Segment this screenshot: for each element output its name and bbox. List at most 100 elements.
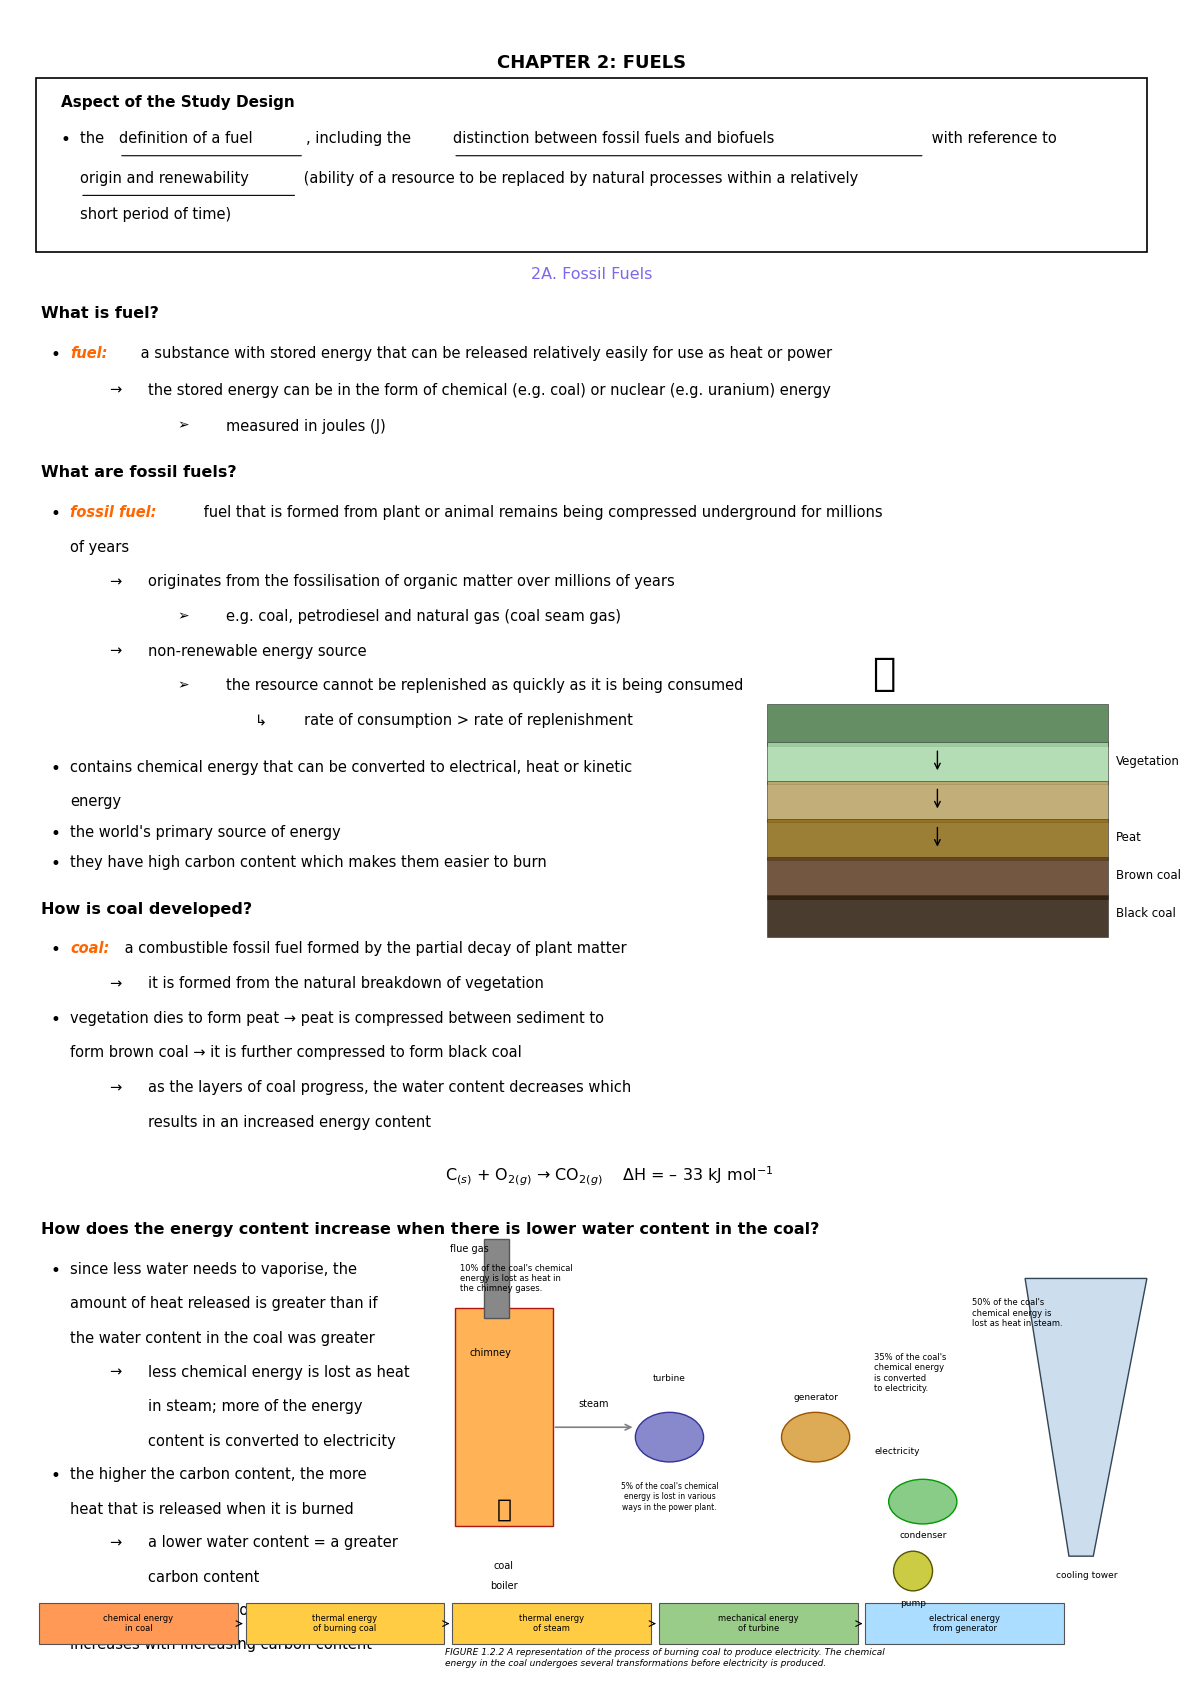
Text: the stored energy can be in the form of chemical (e.g. coal) or nuclear (e.g. ur: the stored energy can be in the form of … <box>149 384 832 397</box>
Text: 🔥: 🔥 <box>497 1497 511 1522</box>
Text: generator: generator <box>793 1393 838 1402</box>
Text: ↳: ↳ <box>256 713 268 728</box>
Text: •: • <box>50 504 61 523</box>
Text: increases with increasing carbon content: increases with increasing carbon content <box>71 1638 372 1653</box>
FancyBboxPatch shape <box>246 1602 444 1644</box>
Text: a combustible fossil fuel formed by the partial decay of plant matter: a combustible fossil fuel formed by the … <box>120 942 626 955</box>
Text: How is coal developed?: How is coal developed? <box>41 901 252 916</box>
Text: fuel:: fuel: <box>71 346 108 361</box>
Text: form brown coal → it is further compressed to form black coal: form brown coal → it is further compress… <box>71 1045 522 1061</box>
Text: •: • <box>50 942 61 959</box>
Text: →: → <box>109 976 121 991</box>
Text: boiler: boiler <box>490 1582 517 1592</box>
Text: less chemical energy is lost as heat: less chemical energy is lost as heat <box>149 1364 410 1380</box>
Text: ➢: ➢ <box>178 419 190 433</box>
Text: chemical energy
in coal: chemical energy in coal <box>103 1614 174 1633</box>
Text: therefore, the energy content of the fuel: therefore, the energy content of the fue… <box>71 1602 367 1617</box>
Text: mechanical energy
of turbine: mechanical energy of turbine <box>718 1614 798 1633</box>
Text: measured in joules (J): measured in joules (J) <box>226 419 386 433</box>
Text: turbine: turbine <box>653 1373 686 1383</box>
Text: carbon content: carbon content <box>149 1570 259 1585</box>
Ellipse shape <box>781 1412 850 1461</box>
Text: coal:: coal: <box>71 942 109 955</box>
Text: 10% of the coal's chemical
energy is lost as heat in
the chimney gases.: 10% of the coal's chemical energy is los… <box>460 1264 572 1293</box>
Text: a substance with stored energy that can be released relatively easily for use as: a substance with stored energy that can … <box>136 346 832 361</box>
Text: Brown coal: Brown coal <box>1116 869 1181 882</box>
Polygon shape <box>1025 1278 1147 1556</box>
Text: definition of a fuel: definition of a fuel <box>119 131 253 146</box>
Text: Vegetation: Vegetation <box>1116 755 1180 767</box>
Text: the water content in the coal was greater: the water content in the coal was greate… <box>71 1330 376 1346</box>
Text: •: • <box>50 346 61 365</box>
Text: 5% of the coal's chemical
energy is lost in various
ways in the power plant.: 5% of the coal's chemical energy is lost… <box>620 1481 719 1512</box>
Text: the higher the carbon content, the more: the higher the carbon content, the more <box>71 1466 367 1481</box>
Text: non-renewable energy source: non-renewable energy source <box>149 643 367 658</box>
Text: cooling tower: cooling tower <box>1056 1571 1117 1580</box>
Text: a lower water content = a greater: a lower water content = a greater <box>149 1536 398 1551</box>
Text: fossil fuel:: fossil fuel: <box>71 504 157 519</box>
Text: flue gas: flue gas <box>450 1244 490 1254</box>
Text: •: • <box>50 855 61 872</box>
Text: electricity: electricity <box>874 1448 919 1456</box>
Text: the world's primary source of energy: the world's primary source of energy <box>71 825 341 840</box>
Text: pump: pump <box>900 1599 926 1607</box>
FancyBboxPatch shape <box>455 1308 552 1526</box>
Text: →: → <box>109 1536 121 1551</box>
FancyBboxPatch shape <box>767 857 1108 899</box>
Text: results in an increased energy content: results in an increased energy content <box>149 1115 431 1130</box>
Text: thermal energy
of burning coal: thermal energy of burning coal <box>312 1614 378 1633</box>
Text: origin and renewability: origin and renewability <box>80 171 248 185</box>
Text: as the layers of coal progress, the water content decreases which: as the layers of coal progress, the wate… <box>149 1079 631 1095</box>
Text: →: → <box>109 1079 121 1095</box>
Text: 35% of the coal's
chemical energy
is converted
to electricity.: 35% of the coal's chemical energy is con… <box>874 1353 947 1393</box>
Text: C$_{(s)}$ + O$_{2(g)}$ → CO$_{2(g)}$    ΔH = – 33 kJ mol$^{-1}$: C$_{(s)}$ + O$_{2(g)}$ → CO$_{2(g)}$ ΔH … <box>445 1164 774 1188</box>
FancyBboxPatch shape <box>36 78 1147 251</box>
Text: →: → <box>109 384 121 397</box>
Text: 50% of the coal's
chemical energy is
lost as heat in steam.: 50% of the coal's chemical energy is los… <box>972 1298 1062 1329</box>
Text: Aspect of the Study Design: Aspect of the Study Design <box>60 95 294 110</box>
Text: condenser: condenser <box>899 1531 947 1541</box>
FancyBboxPatch shape <box>767 704 1108 747</box>
Text: vegetation dies to form peat → peat is compressed between sediment to: vegetation dies to form peat → peat is c… <box>71 1011 605 1025</box>
Text: •: • <box>50 825 61 843</box>
Text: distinction between fossil fuels and biofuels: distinction between fossil fuels and bio… <box>454 131 774 146</box>
Text: What is fuel?: What is fuel? <box>41 307 158 321</box>
Text: •: • <box>50 1261 61 1280</box>
Text: e.g. coal, petrodiesel and natural gas (coal seam gas): e.g. coal, petrodiesel and natural gas (… <box>226 609 622 624</box>
Text: •: • <box>50 760 61 777</box>
Text: ➢: ➢ <box>178 609 190 623</box>
FancyBboxPatch shape <box>767 781 1108 823</box>
Text: since less water needs to vaporise, the: since less water needs to vaporise, the <box>71 1261 358 1276</box>
Text: energy: energy <box>71 794 121 809</box>
Text: Black coal: Black coal <box>1116 908 1176 920</box>
Text: chimney: chimney <box>469 1347 511 1358</box>
Text: heat that is released when it is burned: heat that is released when it is burned <box>71 1502 354 1517</box>
Text: thermal energy
of steam: thermal energy of steam <box>520 1614 584 1633</box>
Text: contains chemical energy that can be converted to electrical, heat or kinetic: contains chemical energy that can be con… <box>71 760 632 776</box>
Text: originates from the fossilisation of organic matter over millions of years: originates from the fossilisation of org… <box>149 574 674 589</box>
Text: →: → <box>109 1364 121 1380</box>
Text: coal: coal <box>494 1561 514 1571</box>
Text: •: • <box>60 131 71 149</box>
Text: 🌲: 🌲 <box>872 655 895 694</box>
Text: 2A. Fossil Fuels: 2A. Fossil Fuels <box>530 266 653 282</box>
Circle shape <box>894 1551 932 1590</box>
Text: of years: of years <box>71 540 130 555</box>
FancyBboxPatch shape <box>485 1239 509 1319</box>
Text: How does the energy content increase when there is lower water content in the co: How does the energy content increase whe… <box>41 1222 820 1237</box>
Text: short period of time): short period of time) <box>80 207 232 222</box>
Text: rate of consumption > rate of replenishment: rate of consumption > rate of replenishm… <box>304 713 632 728</box>
Text: →: → <box>109 574 121 589</box>
Text: , including the: , including the <box>306 131 415 146</box>
Ellipse shape <box>889 1480 956 1524</box>
Text: •: • <box>50 1466 61 1485</box>
Text: FIGURE 1.2.2 A representation of the process of burning coal to produce electric: FIGURE 1.2.2 A representation of the pro… <box>445 1648 886 1668</box>
Text: steam: steam <box>578 1400 610 1410</box>
Text: What are fossil fuels?: What are fossil fuels? <box>41 465 236 480</box>
Text: Peat: Peat <box>1116 832 1141 843</box>
Text: fuel that is formed from plant or animal remains being compressed underground fo: fuel that is formed from plant or animal… <box>199 504 882 519</box>
Text: with reference to: with reference to <box>926 131 1056 146</box>
FancyBboxPatch shape <box>767 742 1108 784</box>
FancyBboxPatch shape <box>659 1602 858 1644</box>
FancyBboxPatch shape <box>452 1602 650 1644</box>
